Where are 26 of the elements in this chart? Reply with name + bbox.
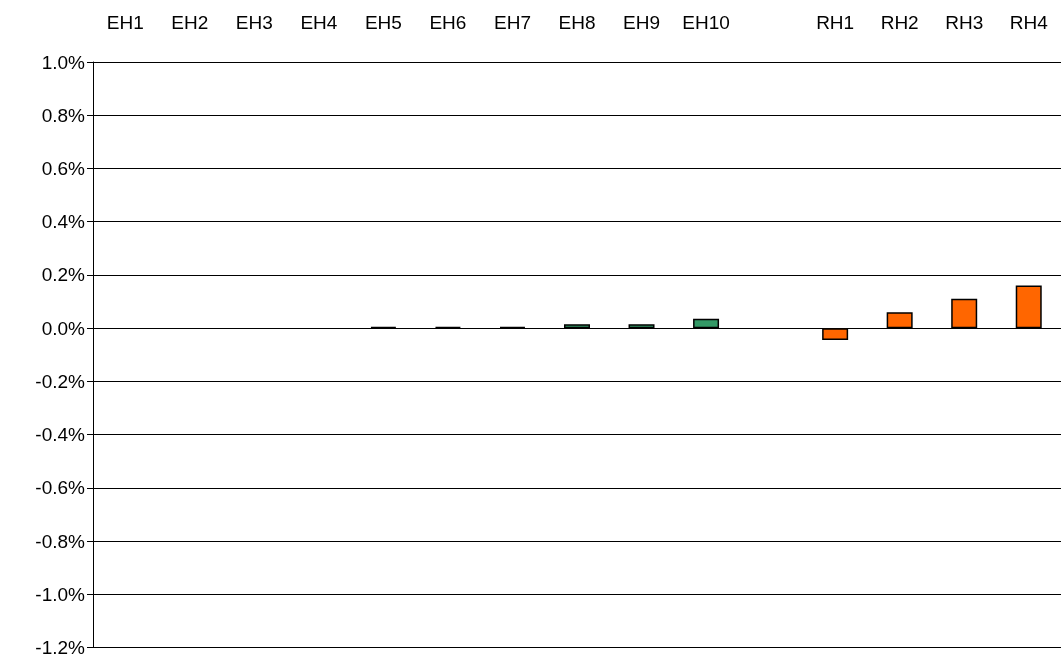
y-tick-label: -1.2% — [35, 637, 86, 657]
x-tick-label: EH1 — [106, 12, 144, 33]
y-tick-label: -0.6% — [35, 477, 86, 499]
x-tick-label: RH1 — [816, 12, 855, 33]
y-tick-label: -1.0% — [35, 583, 86, 605]
y-tick-label: 1.0% — [41, 51, 86, 73]
x-tick-label: EH5 — [364, 12, 402, 33]
x-tick-label: RH2 — [880, 12, 919, 33]
x-tick-label: RH3 — [945, 12, 984, 33]
x-tick-label: EH3 — [235, 12, 273, 33]
x-tick-label: EH4 — [300, 12, 338, 33]
y-tick-label: 0.6% — [41, 157, 86, 179]
x-tick-label: EH6 — [429, 12, 467, 33]
y-tick-label: -0.2% — [35, 370, 86, 392]
y-tick-label: 0.0% — [41, 317, 86, 339]
y-tick-label: 0.2% — [41, 264, 86, 286]
x-tick-label: RH4 — [1009, 12, 1049, 33]
y-tick-label: -0.8% — [35, 530, 86, 552]
x-tick-label: EH2 — [171, 12, 209, 33]
x-tick-label: EH7 — [493, 12, 531, 33]
y-tick-label: 0.4% — [41, 211, 86, 233]
x-tick-label: EH8 — [558, 12, 596, 33]
x-tick-label: EH9 — [623, 12, 661, 33]
y-tick-label: 0.8% — [41, 104, 86, 126]
x-tick-label: EH10 — [682, 12, 730, 33]
y-tick-label: -0.4% — [35, 424, 86, 446]
